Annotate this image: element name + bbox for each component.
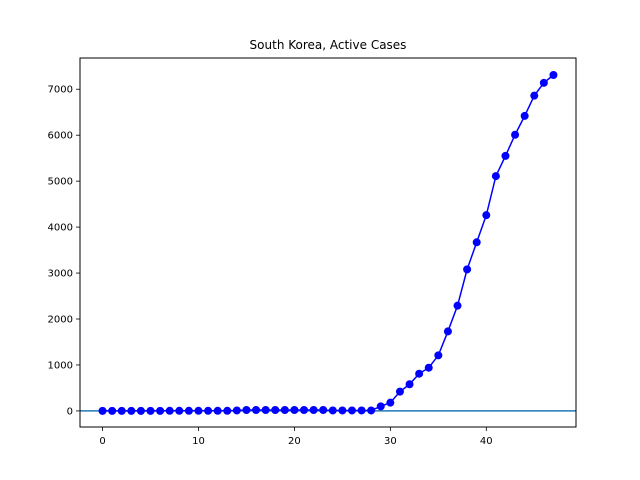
data-point: [434, 351, 443, 360]
data-point: [530, 91, 539, 100]
data-point: [290, 405, 299, 414]
data-point: [328, 406, 337, 415]
data-point: [184, 406, 193, 415]
data-point: [463, 265, 472, 274]
data-point: [300, 405, 309, 414]
data-point: [213, 406, 222, 415]
data-point: [136, 406, 145, 415]
y-tick-label: 0: [67, 406, 73, 417]
data-point: [127, 406, 136, 415]
data-point: [491, 172, 500, 181]
data-point: [386, 398, 395, 407]
data-point: [357, 406, 366, 415]
y-tick-label: 5000: [48, 177, 73, 188]
x-tick-label: 20: [288, 436, 301, 447]
data-point: [194, 406, 203, 415]
plot-area: [80, 71, 576, 415]
data-point: [280, 405, 289, 414]
data-point: [405, 380, 414, 389]
data-point: [482, 211, 491, 220]
data-point: [232, 406, 241, 415]
x-tick-label: 40: [480, 436, 493, 447]
data-point: [204, 406, 213, 415]
data-point: [347, 406, 356, 415]
y-tick-label: 6000: [48, 131, 73, 142]
data-point: [395, 387, 404, 396]
data-point: [338, 406, 347, 415]
y-tick-label: 2000: [48, 315, 73, 326]
x-tick-label: 10: [192, 436, 205, 447]
y-tick-label: 3000: [48, 269, 73, 280]
data-point: [376, 402, 385, 411]
data-point: [175, 406, 184, 415]
data-point: [309, 405, 318, 414]
data-point: [549, 71, 558, 80]
data-point: [424, 363, 433, 372]
data-point: [156, 406, 165, 415]
y-tick-label: 4000: [48, 223, 73, 234]
data-point: [261, 405, 270, 414]
x-axis: 0 10 20 30 40: [99, 427, 493, 447]
data-point: [252, 405, 261, 414]
data-point: [165, 406, 174, 415]
data-point: [242, 405, 251, 414]
y-tick-label: 7000: [48, 85, 73, 96]
data-point: [319, 405, 328, 414]
data-point: [501, 151, 510, 160]
y-tick-label: 1000: [48, 360, 73, 371]
data-point: [511, 130, 520, 139]
data-point: [367, 406, 376, 415]
x-tick-label: 0: [99, 436, 105, 447]
data-point: [223, 406, 232, 415]
x-tick-label: 30: [384, 436, 397, 447]
y-axis: 0 1000 2000 3000 4000 5000 6000 7000: [48, 85, 80, 417]
data-point: [539, 78, 548, 87]
data-point: [271, 405, 280, 414]
chart-title: South Korea, Active Cases: [250, 38, 407, 52]
data-point: [415, 369, 424, 378]
data-point: [472, 238, 481, 247]
data-point: [117, 406, 126, 415]
axes-frame: [79, 57, 577, 428]
data-point: [520, 111, 529, 120]
data-point: [146, 406, 155, 415]
data-point: [108, 406, 117, 415]
data-point: [98, 406, 107, 415]
data-point: [443, 327, 452, 336]
data-point: [453, 301, 462, 310]
